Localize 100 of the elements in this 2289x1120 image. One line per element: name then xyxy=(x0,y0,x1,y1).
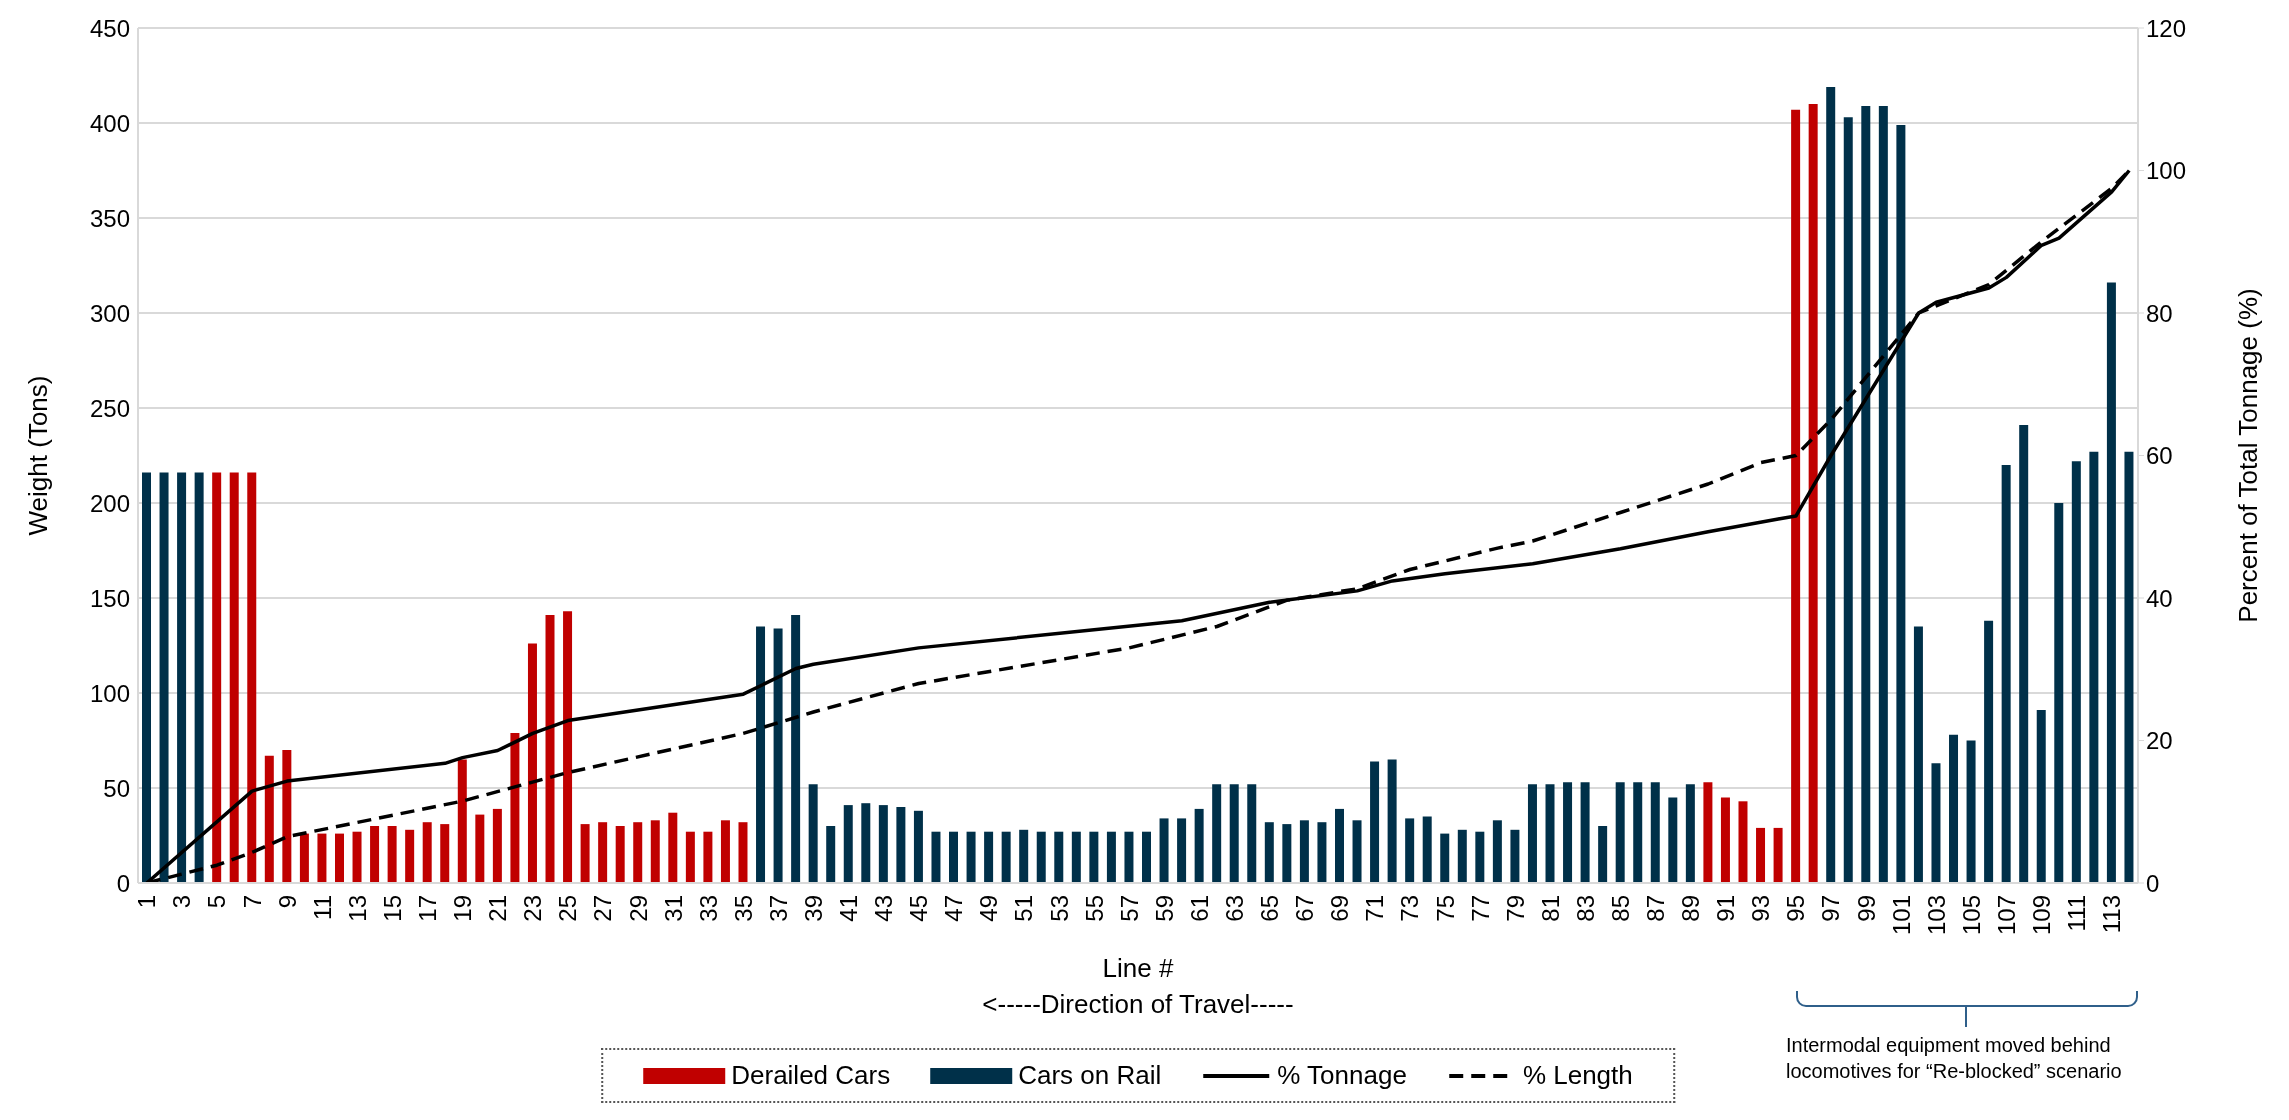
y2-tick-label: 60 xyxy=(2146,442,2173,470)
bar xyxy=(2054,503,2064,883)
legend-label: % Tonnage xyxy=(1277,1060,1407,1091)
bar xyxy=(1650,782,1660,883)
bar xyxy=(685,831,695,883)
bar xyxy=(931,831,941,883)
y-tick-label: 300 xyxy=(89,299,130,327)
bar xyxy=(440,824,450,883)
x-tick-label: 87 xyxy=(1642,895,1670,922)
x-tick-label: 21 xyxy=(484,895,512,922)
bar xyxy=(1422,816,1432,883)
bar xyxy=(1352,820,1362,883)
bar xyxy=(913,810,923,883)
x-tick-label: 35 xyxy=(729,895,757,922)
x-tick-label: 75 xyxy=(1431,895,1459,922)
y-tick-label: 100 xyxy=(89,679,130,707)
bar xyxy=(1580,782,1590,883)
x-tick-label: 55 xyxy=(1080,895,1108,922)
y2-tick-label: 20 xyxy=(2146,727,2173,755)
x-tick-label: 19 xyxy=(449,895,477,922)
bar xyxy=(1054,831,1064,883)
y-tick-label: 50 xyxy=(103,774,130,802)
bar xyxy=(1668,797,1678,883)
bar xyxy=(1949,734,1959,883)
bar xyxy=(1843,117,1853,883)
bar xyxy=(896,807,906,883)
x-tick-label: 7 xyxy=(238,895,266,909)
bar xyxy=(510,732,520,883)
x-tick-label: 3 xyxy=(168,895,196,909)
x-tick-label: 45 xyxy=(905,895,933,922)
bar xyxy=(352,831,362,883)
text: Intermodal equipment moved behind locomotives for “Re-blocked” scenario xyxy=(1786,1033,2123,1084)
bar xyxy=(1124,831,1134,883)
bar xyxy=(1370,761,1380,883)
bar xyxy=(1036,831,1046,883)
bar xyxy=(1457,829,1467,883)
y2-axis-title: Percent of Total Tonnage (%) xyxy=(2233,288,2264,623)
y-axis-title: Weight (Tons) xyxy=(23,375,54,536)
bar xyxy=(2089,451,2099,883)
bar xyxy=(1773,827,1783,883)
x-tick-label: 65 xyxy=(1256,895,1284,922)
bar xyxy=(1703,782,1713,883)
bar xyxy=(370,826,380,883)
bar xyxy=(142,472,151,883)
x-tick-label: 105 xyxy=(1957,895,1985,936)
bar xyxy=(738,822,748,883)
bar xyxy=(2106,282,2116,883)
x-tick-label: 113 xyxy=(2098,895,2126,934)
bar xyxy=(966,831,976,883)
bar xyxy=(1896,124,1906,883)
x-tick-label: 11 xyxy=(308,895,336,920)
bar xyxy=(949,831,959,883)
legend-label: Cars on Rail xyxy=(1018,1060,1162,1091)
y-tick-label: 400 xyxy=(89,109,130,137)
x-tick-label: 5 xyxy=(203,895,231,909)
bar xyxy=(878,805,888,883)
bar xyxy=(773,628,783,883)
x-tick-label: 79 xyxy=(1501,895,1529,922)
x-tick-label: 81 xyxy=(1536,895,1564,922)
bar xyxy=(1756,827,1766,883)
y-tick-label: 200 xyxy=(89,489,130,517)
y2-tick-label: 40 xyxy=(2146,584,2173,612)
bar xyxy=(1142,831,1151,883)
legend-label: % Length xyxy=(1522,1060,1633,1091)
x-tick-label: 77 xyxy=(1466,895,1494,922)
bar xyxy=(1071,831,1081,883)
bar xyxy=(1563,782,1573,883)
x-tick-label: 61 xyxy=(1185,895,1213,922)
bar xyxy=(668,812,678,883)
bar xyxy=(1826,86,1836,883)
x-tick-label: 83 xyxy=(1571,895,1599,922)
bar xyxy=(2124,451,2134,883)
bar xyxy=(1001,831,1011,883)
bar xyxy=(1019,829,1029,883)
bar xyxy=(1177,818,1187,883)
bar xyxy=(545,615,555,883)
bar xyxy=(826,826,836,883)
bar xyxy=(405,829,415,883)
y-tick-label: 450 xyxy=(89,14,130,42)
bar xyxy=(2036,710,2046,883)
x-tick-label: 27 xyxy=(589,895,617,922)
x-tick-label: 15 xyxy=(378,895,406,922)
bar xyxy=(861,803,871,883)
x-tick-label: 67 xyxy=(1291,895,1319,922)
x-tick-label: 103 xyxy=(1922,895,1950,936)
bar xyxy=(457,759,467,883)
bar xyxy=(475,814,485,883)
bar xyxy=(2001,465,2011,883)
x-tick-label: 85 xyxy=(1606,895,1634,922)
x-tick-label: 109 xyxy=(2028,895,2056,936)
bar xyxy=(1738,801,1748,883)
x-tick-label: 99 xyxy=(1852,895,1880,922)
bar xyxy=(1615,782,1625,883)
bar xyxy=(492,808,502,883)
y-tick-label: 0 xyxy=(116,869,130,897)
x-tick-label: 39 xyxy=(799,895,827,922)
x-tick-label: 69 xyxy=(1326,895,1354,922)
bar xyxy=(299,833,309,883)
bar xyxy=(984,831,994,883)
bar xyxy=(247,472,257,883)
